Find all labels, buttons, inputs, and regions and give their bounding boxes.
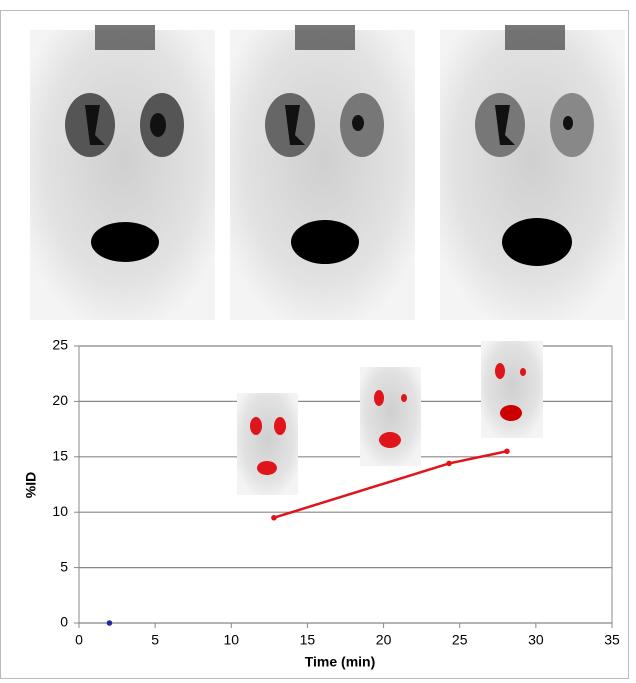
- pet-images: [30, 25, 625, 320]
- insets: [237, 341, 543, 495]
- y-tick-label: 20: [52, 392, 68, 408]
- data-point: [446, 460, 452, 467]
- x-tick-label: 30: [528, 632, 544, 648]
- x-tick-label: 15: [300, 632, 316, 648]
- y-tick-label: 15: [52, 448, 68, 464]
- y-axis-label: %ID: [23, 472, 39, 498]
- pet-image: [440, 25, 625, 320]
- y-tick-label: 10: [52, 503, 68, 519]
- x-tick-label: 35: [604, 632, 620, 648]
- pet-image: [230, 25, 415, 320]
- x-tick-label: 5: [151, 632, 159, 648]
- pet-image: [30, 25, 215, 320]
- inset-image: [360, 367, 421, 466]
- inset-image: [481, 341, 543, 438]
- data-point: [271, 514, 277, 521]
- data-point: [504, 448, 510, 455]
- marks: [106, 448, 510, 626]
- x-tick-label: 0: [75, 632, 83, 648]
- y-tick-label: 0: [60, 614, 68, 630]
- frame: [0, 10, 629, 679]
- x-tick-label: 10: [223, 632, 239, 648]
- x-tick-label: 25: [452, 632, 468, 648]
- x-axis-label: Time (min): [305, 654, 376, 670]
- data-point: [106, 620, 113, 626]
- inset-image: [237, 393, 298, 495]
- y-tick-label: 5: [60, 558, 68, 574]
- x-tick-label: 20: [376, 632, 392, 648]
- y-tick-label: 25: [52, 337, 68, 353]
